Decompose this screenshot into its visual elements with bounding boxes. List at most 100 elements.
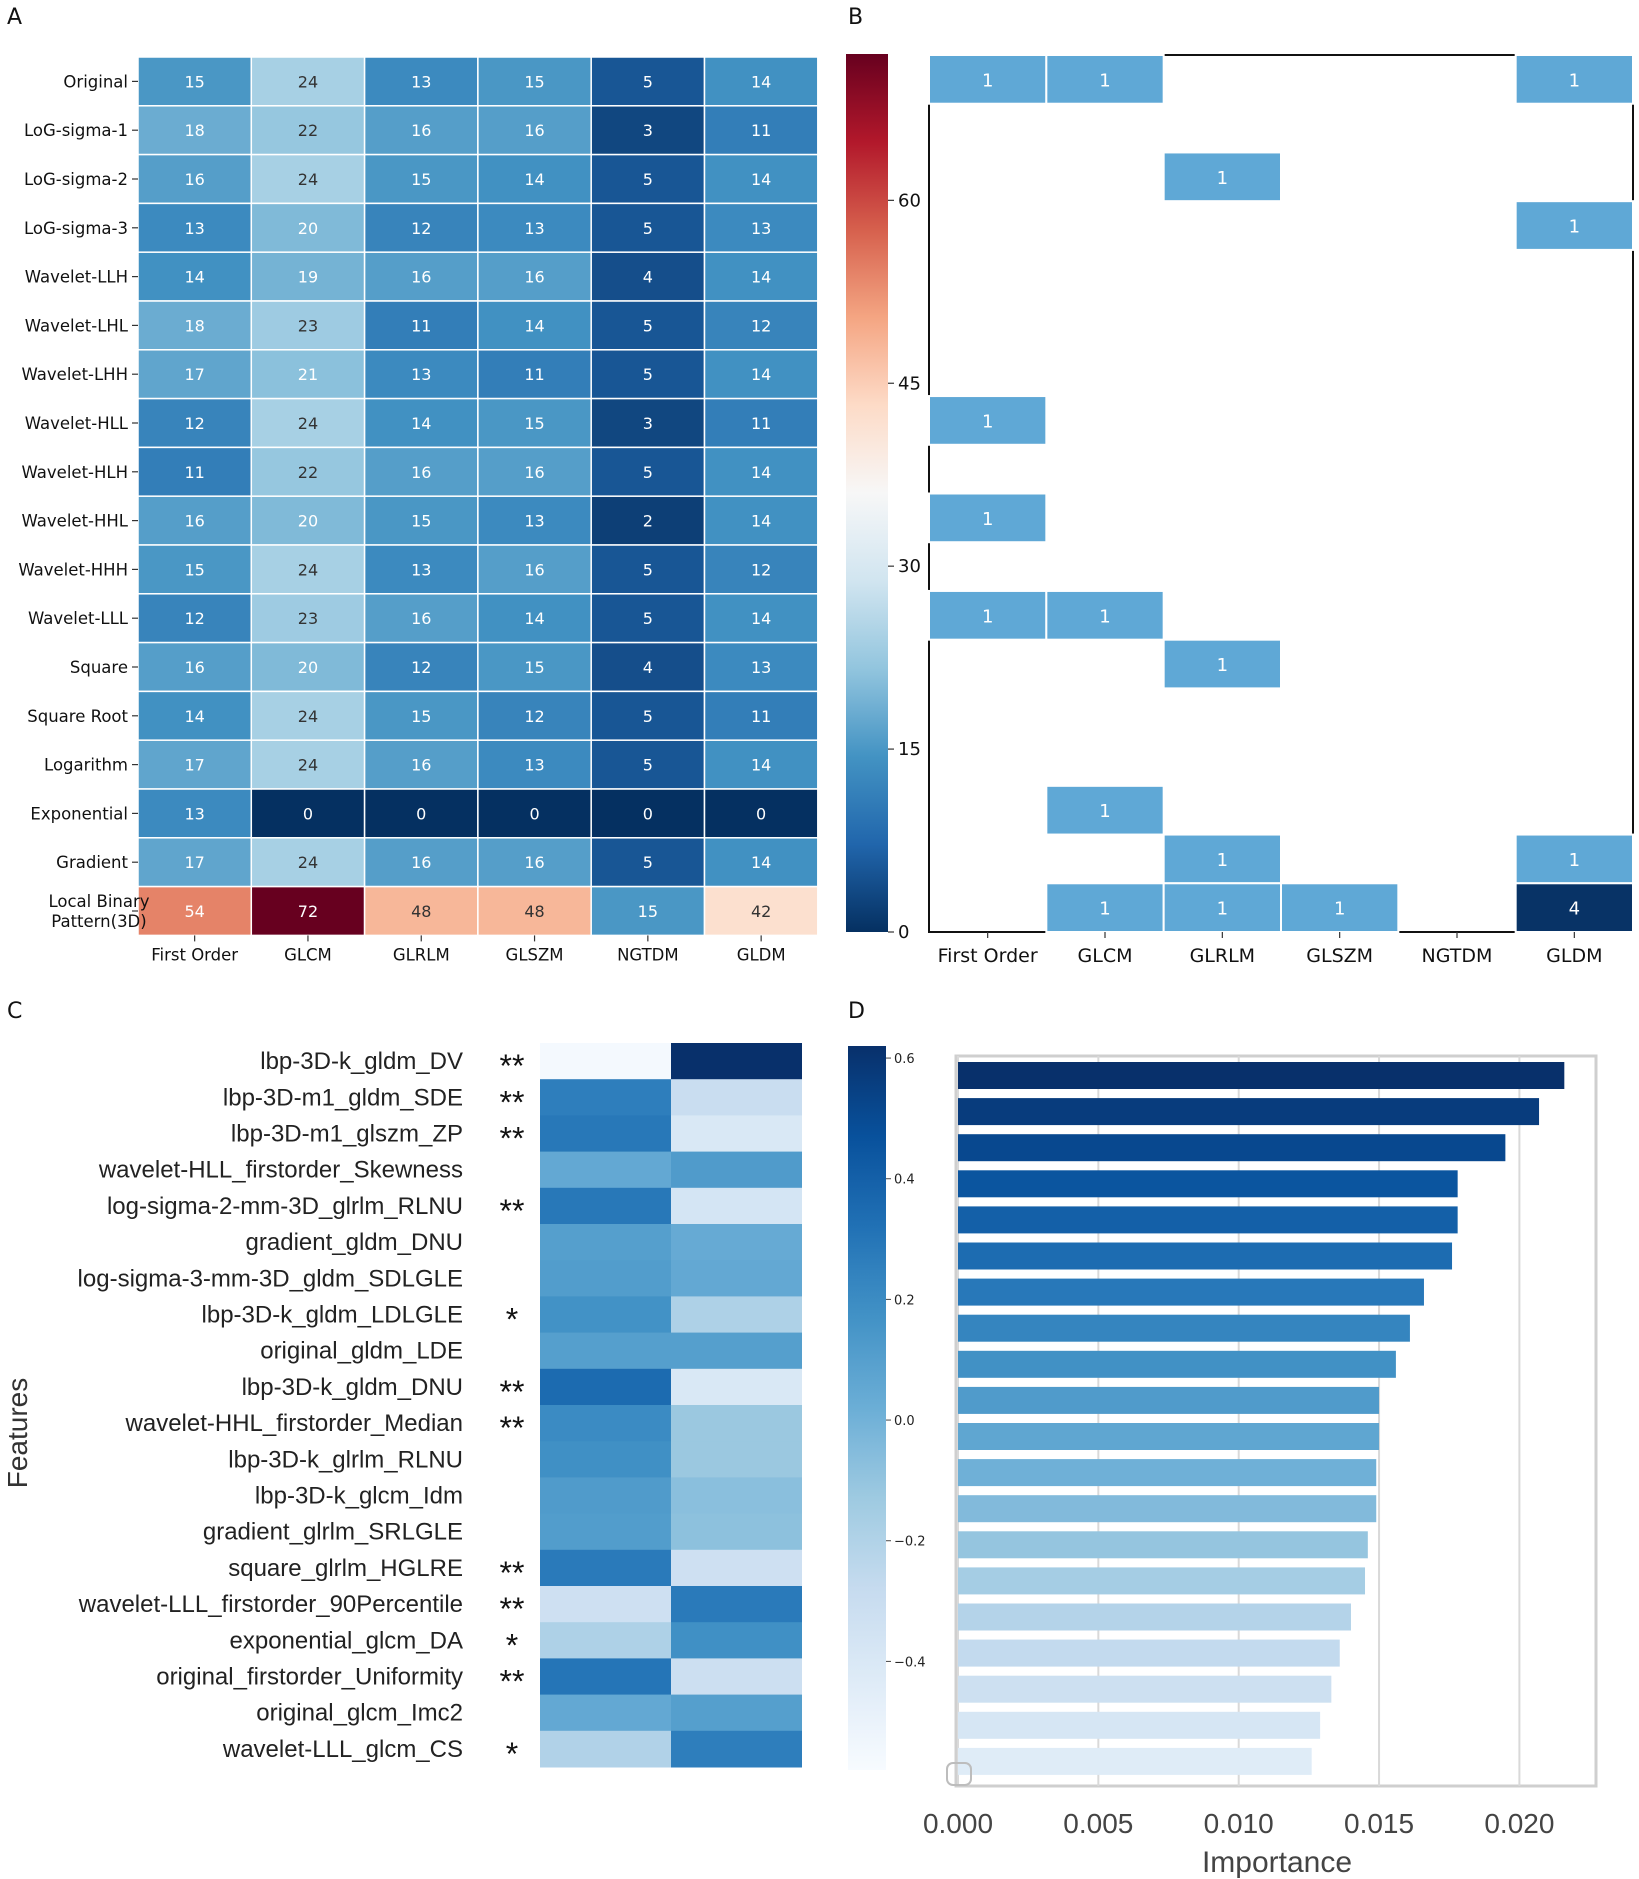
heatmap-cell [671,1296,802,1334]
heatmap-cell [137,300,253,351]
heatmap-cell [671,1187,802,1225]
heatmap-cell [363,397,479,449]
cell-value-label: 4 [643,658,653,677]
heatmap-cell [671,1477,802,1515]
heatmap-cell [363,202,479,253]
column-label: NGTDM [617,945,679,964]
feature-label: wavelet-LLL_glcm_CS [222,1736,463,1763]
cell-value-label: 13 [524,219,544,238]
cell-value-label: 4 [643,268,653,287]
importance-bar [958,1098,1540,1126]
cell-value-label: 13 [751,658,771,677]
heatmap-cell [363,739,479,790]
heatmap-cell [250,593,366,644]
cell-value-label: 15 [411,707,431,726]
importance-bar [958,1170,1458,1198]
heatmap-cell [1162,833,1282,885]
heatmap-cell [671,1043,802,1080]
cell-value-label: 14 [751,512,771,531]
row-label: Wavelet-HHL [22,512,129,531]
heatmap-cell [590,251,706,302]
feature-label: lbp-3D-m1_glszm_ZP [231,1121,463,1148]
heatmap-cell [250,202,366,253]
heatmap-cell [540,1043,671,1080]
significance-marker: * [506,1736,518,1772]
cell-value-label: 5 [643,609,653,628]
colorbar-bar [848,1046,886,1770]
heatmap-cell [1514,54,1634,105]
heatmap-cell [1514,882,1634,933]
cell-value-label: 16 [184,170,204,189]
importance-bar [958,1747,1312,1775]
cell-value-label: 5 [643,219,653,238]
row-label: Original [63,72,128,91]
importance-bar [958,1639,1340,1667]
cell-value-label: 48 [524,902,544,921]
cell-value-label: 18 [184,316,204,335]
heatmap-cell [671,1658,802,1696]
cell-value-label: 12 [411,658,431,677]
x-tick-label: 0.015 [1344,1808,1414,1839]
heatmap-cell [137,739,253,790]
corner-marker [946,1762,972,1786]
heatmap-cell [363,641,479,693]
cell-value-label: 16 [411,853,431,872]
cell-value-label: 16 [524,268,544,287]
cell-value-label: 1 [1569,70,1580,91]
heatmap-cell [540,1368,671,1406]
feature-label: exponential_glcm_DA [230,1627,463,1654]
heatmap-cell [250,153,366,205]
cell-value-label: 11 [751,121,771,140]
column-label: GLDM [737,945,786,964]
heatmap-cell [137,544,253,595]
heatmap-cell [363,837,479,888]
heatmap-cell [477,153,592,205]
row-label: LoG-sigma-2 [24,170,128,189]
cell-value-label: 1 [982,411,993,432]
cell-value-label: 5 [643,316,653,335]
heatmap-cell [703,788,819,839]
cell-value-label: 1 [1217,655,1228,676]
row-label: Wavelet-LLL [28,609,129,628]
heatmap-cell [137,641,253,693]
row-label: Wavelet-HHH [18,560,128,579]
heatmap-cell [250,56,366,107]
heatmap-cell [137,885,253,937]
cell-value-label: 21 [298,365,318,384]
heatmap-cell [590,788,706,839]
heatmap-cell [363,593,479,644]
column-label: GLRLM [393,945,450,964]
cell-value-label: 5 [643,170,653,189]
heatmap-cell [540,1694,671,1732]
feature-label: wavelet-HLL_firstorder_Skewness [98,1157,463,1184]
cell-value-label: 19 [298,268,318,287]
cell-value-label: 14 [524,609,544,628]
heatmap-cell [477,837,592,888]
significance-marker: ** [500,1555,525,1591]
colorbar-tick-label: 0.6 [894,1052,915,1067]
heatmap-cell [671,1368,802,1406]
cell-value-label: 23 [298,609,318,628]
heatmap-cell [477,397,592,449]
cell-value-label: 16 [184,512,204,531]
column-label: First Order [938,945,1038,967]
heatmap-cell [137,495,253,546]
heatmap-cell [1514,833,1634,885]
importance-bar [958,1567,1366,1595]
cell-value-label: 0 [756,804,766,823]
cell-value-label: 14 [751,268,771,287]
heatmap-cell [590,397,706,449]
heatmap-cell [540,1513,671,1551]
panel-label-c: C [7,999,22,1024]
importance-bar [958,1278,1424,1306]
cell-value-label: 24 [298,72,318,91]
significance-marker: ** [500,1410,525,1446]
cell-value-label: 11 [751,707,771,726]
importance-bar [958,1134,1506,1162]
cell-value-label: 1 [1099,70,1110,91]
heatmap-cell [590,641,706,693]
cell-value-label: 15 [411,512,431,531]
cell-value-label: 3 [643,414,653,433]
heatmap-cell [540,1187,671,1225]
cell-value-label: 16 [524,121,544,140]
